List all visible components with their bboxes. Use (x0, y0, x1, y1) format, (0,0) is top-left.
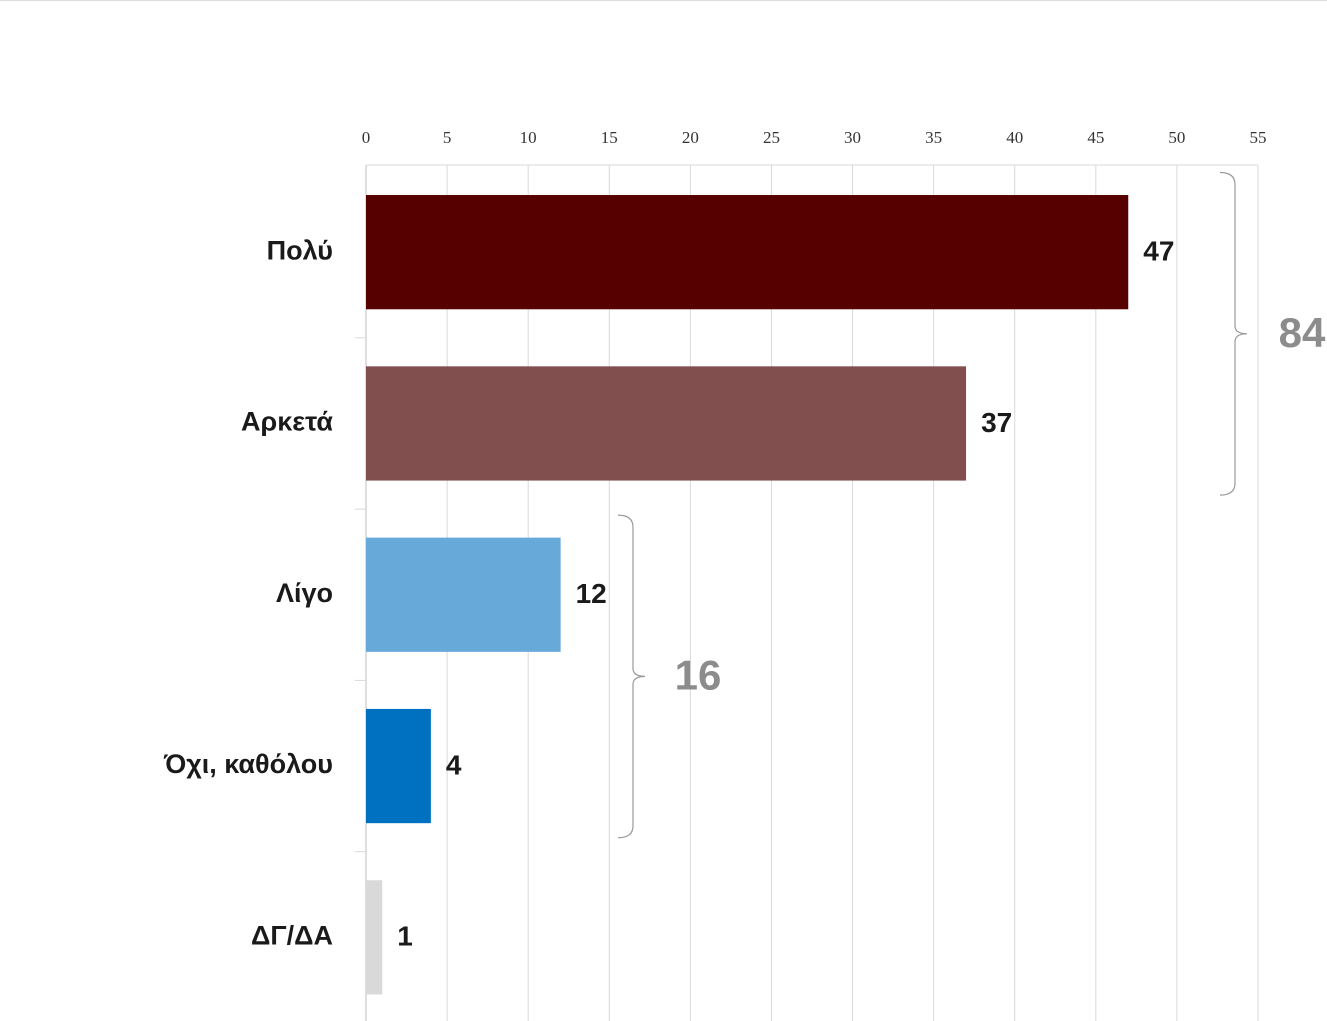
value-label: 12 (576, 578, 607, 609)
x-tick-label: 10 (520, 128, 537, 147)
group-total: 84 (1279, 309, 1326, 356)
category-label: Λίγο (276, 578, 333, 608)
value-label: 37 (981, 407, 1012, 438)
x-tick-label: 5 (443, 128, 452, 147)
bar (366, 366, 967, 481)
x-tick-label: 20 (682, 128, 699, 147)
value-label: 4 (446, 749, 462, 780)
group-total: 16 (675, 651, 722, 698)
x-tick-label: 15 (601, 128, 618, 147)
bar (366, 195, 1129, 310)
x-tick-label: 45 (1087, 128, 1104, 147)
x-tick-label: 30 (844, 128, 861, 147)
category-label: Όχι, καθόλου (163, 749, 333, 779)
bracket (617, 514, 646, 839)
category-label: Αρκετά (241, 407, 333, 437)
bar (366, 708, 431, 824)
x-tick-label: 40 (1006, 128, 1023, 147)
category-label: ΔΓ/ΔΑ (251, 920, 333, 950)
x-tick-label: 55 (1250, 128, 1267, 147)
category-label: Πολύ (267, 235, 333, 265)
bar (366, 880, 383, 995)
x-tick-label: 25 (763, 128, 780, 147)
x-tick-label: 50 (1168, 128, 1185, 147)
x-tick-label: 35 (925, 128, 942, 147)
bar (366, 537, 561, 652)
bracket (1219, 171, 1248, 496)
x-tick-label: 0 (362, 128, 371, 147)
value-label: 1 (397, 921, 413, 952)
value-label: 47 (1143, 236, 1174, 267)
